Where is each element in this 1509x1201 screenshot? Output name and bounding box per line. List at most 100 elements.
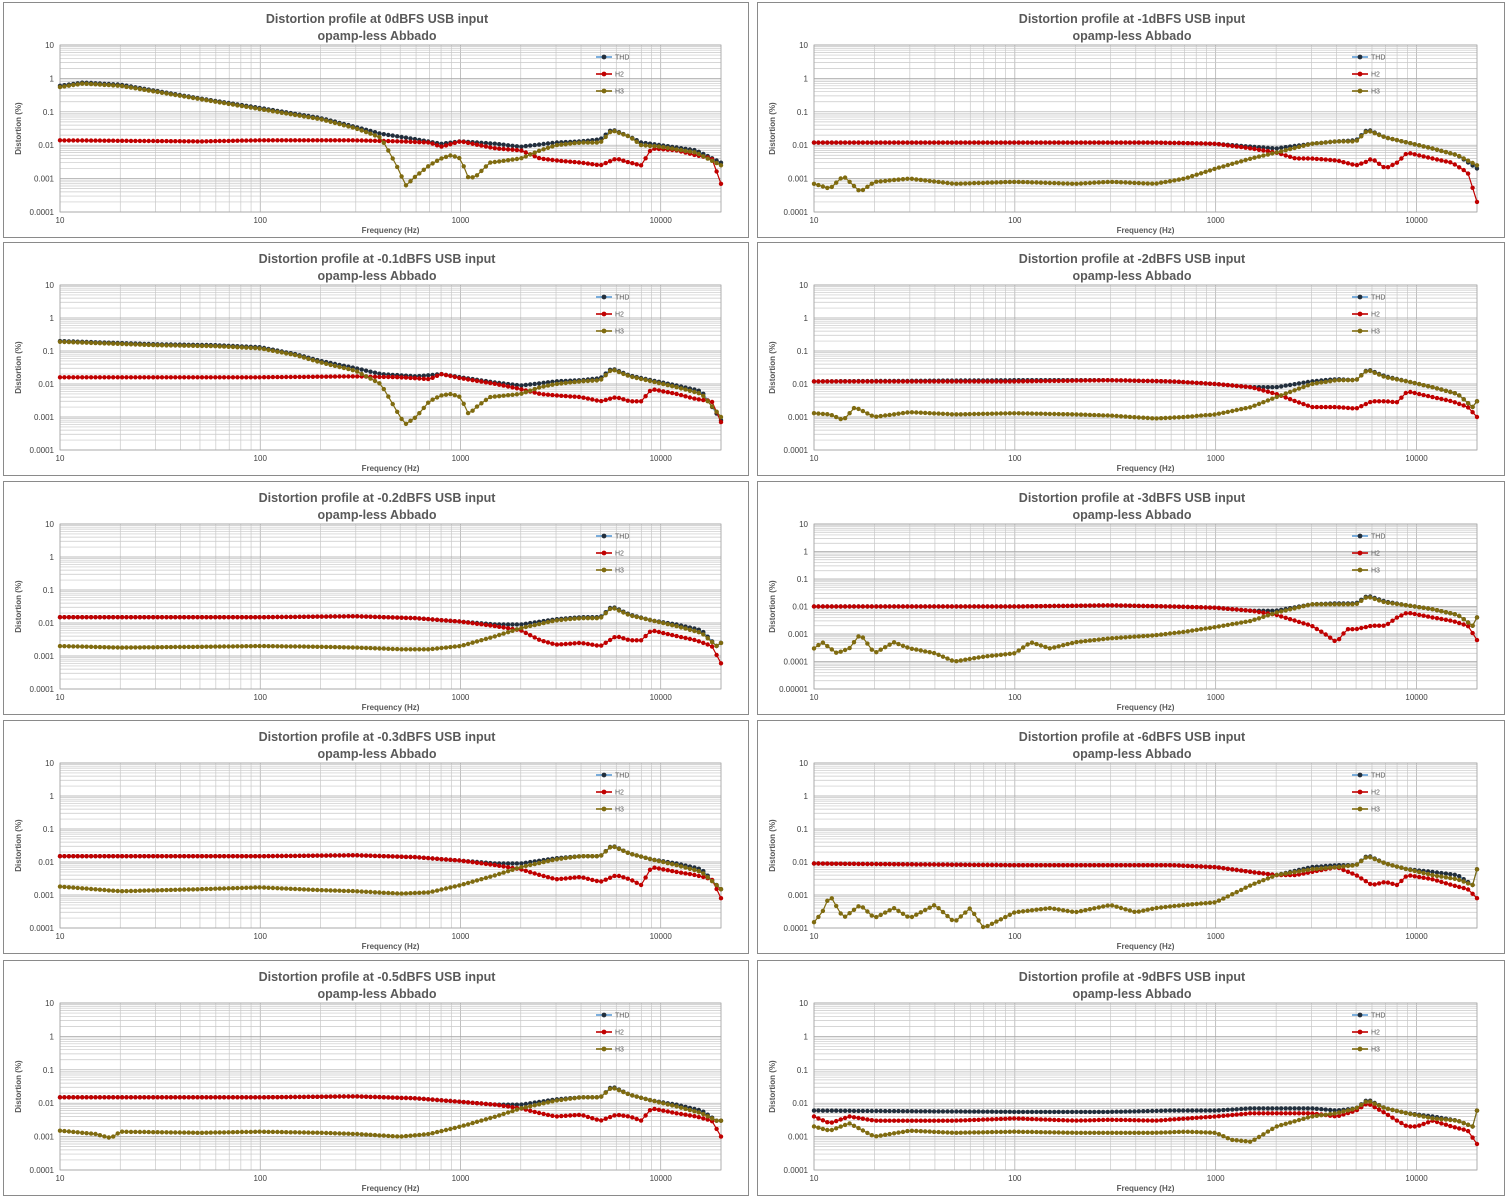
y-tick-label: 0.0001 xyxy=(30,685,55,694)
data-point xyxy=(1234,144,1239,149)
data-point xyxy=(151,888,156,893)
data-point xyxy=(1092,603,1097,608)
data-point xyxy=(368,645,373,651)
series-h2 xyxy=(811,378,1480,420)
data-point xyxy=(182,343,187,348)
data-point xyxy=(1439,616,1444,622)
data-point xyxy=(692,628,697,634)
data-point xyxy=(963,379,968,384)
data-point xyxy=(1034,378,1039,384)
data-point xyxy=(918,604,923,609)
data-point xyxy=(386,890,391,896)
data-point xyxy=(980,411,986,416)
data-point xyxy=(386,854,391,859)
data-point xyxy=(443,1098,449,1103)
data-point xyxy=(820,379,826,384)
data-point xyxy=(1252,881,1257,886)
x-tick-label: 1000 xyxy=(452,216,470,225)
data-point xyxy=(1310,381,1315,387)
data-point xyxy=(1305,379,1311,385)
data-point xyxy=(963,657,968,662)
data-point xyxy=(1363,595,1368,600)
data-point xyxy=(1256,879,1262,885)
data-point xyxy=(1167,379,1173,384)
y-tick-label: 0.0001 xyxy=(30,1166,55,1175)
data-point xyxy=(1096,413,1101,418)
data-point xyxy=(1167,140,1173,146)
data-point xyxy=(1020,179,1026,185)
data-point xyxy=(643,875,648,880)
data-point xyxy=(1399,865,1404,870)
grid xyxy=(813,762,1478,929)
data-point xyxy=(257,375,262,380)
data-point xyxy=(1207,864,1213,870)
data-point xyxy=(1328,865,1333,870)
data-point xyxy=(1105,413,1110,418)
data-point xyxy=(168,854,174,859)
data-point xyxy=(1176,863,1182,868)
data-point xyxy=(111,83,116,88)
data-point xyxy=(377,1094,382,1100)
data-point xyxy=(1408,151,1413,156)
data-point xyxy=(1310,404,1315,410)
data-point xyxy=(461,164,466,169)
data-point xyxy=(1296,400,1302,405)
data-point xyxy=(523,143,528,149)
data-point xyxy=(532,871,537,876)
data-point xyxy=(638,1095,644,1100)
data-point xyxy=(261,375,267,380)
data-point xyxy=(665,622,670,627)
data-point xyxy=(514,392,520,397)
data-point xyxy=(705,642,710,647)
data-point xyxy=(1230,161,1235,166)
data-point xyxy=(146,888,151,893)
data-point xyxy=(1087,907,1093,912)
data-point xyxy=(142,1129,147,1135)
data-point xyxy=(816,861,821,866)
data-point xyxy=(581,616,586,621)
data-point xyxy=(1194,605,1199,610)
data-point xyxy=(834,180,839,185)
data-point xyxy=(1474,637,1480,643)
data-point xyxy=(452,884,457,889)
data-point xyxy=(1243,885,1248,890)
data-point xyxy=(403,375,409,380)
data-point xyxy=(292,138,298,143)
data-point xyxy=(430,141,435,146)
data-point xyxy=(607,1086,613,1091)
data-point xyxy=(275,853,280,859)
data-point xyxy=(111,645,116,650)
y-tick-label: 1 xyxy=(50,1032,55,1041)
data-point xyxy=(519,625,524,631)
data-point xyxy=(1421,605,1426,610)
data-point xyxy=(1096,603,1101,608)
data-point xyxy=(576,616,582,621)
data-point xyxy=(1221,410,1226,415)
data-point xyxy=(936,604,941,609)
data-point xyxy=(585,641,591,647)
series-thd xyxy=(57,338,724,423)
data-point xyxy=(1359,625,1364,631)
data-point xyxy=(643,633,648,639)
data-point xyxy=(634,1116,639,1122)
data-point xyxy=(1261,610,1266,615)
data-point xyxy=(1448,618,1453,623)
data-point xyxy=(505,622,511,627)
data-point xyxy=(301,355,307,360)
data-point xyxy=(1430,615,1435,620)
data-point xyxy=(1363,624,1368,630)
data-point xyxy=(856,188,861,193)
data-point xyxy=(643,1113,648,1118)
data-point xyxy=(1096,378,1101,383)
data-point xyxy=(111,854,116,859)
data-point xyxy=(718,181,724,186)
data-point xyxy=(949,379,955,384)
x-axis-label: Frequency (Hz) xyxy=(1117,226,1175,235)
data-point xyxy=(1212,864,1217,870)
data-point xyxy=(1034,411,1039,416)
data-point xyxy=(687,1107,693,1113)
data-point xyxy=(208,98,213,104)
data-point xyxy=(270,348,276,353)
y-tick-label: 0.1 xyxy=(797,825,809,834)
data-point xyxy=(510,1108,515,1114)
